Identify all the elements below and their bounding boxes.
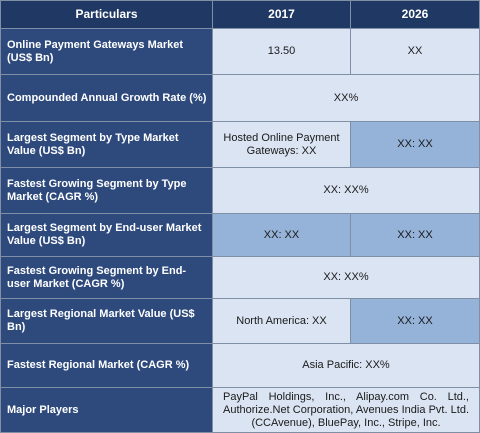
- row-label: Fastest Regional Market (CAGR %): [0, 343, 213, 388]
- row-label: Major Players: [0, 387, 213, 433]
- cell-2026: XX: [350, 28, 480, 75]
- header-2017: 2017: [212, 0, 351, 29]
- cell-2017: Hosted Online Payment Gateways: XX: [212, 121, 351, 168]
- cell-2017: 13.50: [212, 28, 351, 75]
- cell-2026: XX: XX: [350, 121, 480, 168]
- table-row: Major Players PayPal Holdings, Inc., Ali…: [0, 387, 480, 433]
- row-label: Largest Regional Market Value (US$ Bn): [0, 298, 213, 344]
- cell-2026: XX: XX: [350, 213, 480, 257]
- table-row: Largest Regional Market Value (US$ Bn) N…: [0, 298, 480, 344]
- row-label: Compounded Annual Growth Rate (%): [0, 74, 213, 122]
- header-2026: 2026: [350, 0, 480, 29]
- cell-2017: XX: XX: [212, 213, 351, 257]
- cell-merged: XX: XX%: [212, 256, 480, 299]
- row-label: Largest Segment by End-user Market Value…: [0, 213, 213, 257]
- header-particulars: Particulars: [0, 0, 213, 29]
- cell-2017: North America: XX: [212, 298, 351, 344]
- row-label: Fastest Growing Segment by End-user Mark…: [0, 256, 213, 299]
- table-row: Compounded Annual Growth Rate (%) XX%: [0, 74, 480, 122]
- table-row: Fastest Growing Segment by Type Market (…: [0, 167, 480, 214]
- table-row: Online Payment Gateways Market (US$ Bn) …: [0, 28, 480, 75]
- row-label: Online Payment Gateways Market (US$ Bn): [0, 28, 213, 75]
- row-label: Largest Segment by Type Market Value (US…: [0, 121, 213, 168]
- cell-merged: PayPal Holdings, Inc., Alipay.com Co. Lt…: [212, 387, 480, 433]
- cell-merged: XX: XX%: [212, 167, 480, 214]
- cell-merged: XX%: [212, 74, 480, 122]
- cell-merged: Asia Pacific: XX%: [212, 343, 480, 388]
- cell-2026: XX: XX: [350, 298, 480, 344]
- table-row: Fastest Growing Segment by End-user Mark…: [0, 256, 480, 299]
- row-label: Fastest Growing Segment by Type Market (…: [0, 167, 213, 214]
- header-row: Particulars 2017 2026: [0, 0, 480, 29]
- table-row: Largest Segment by Type Market Value (US…: [0, 121, 480, 168]
- table-row: Fastest Regional Market (CAGR %) Asia Pa…: [0, 343, 480, 388]
- table-row: Largest Segment by End-user Market Value…: [0, 213, 480, 257]
